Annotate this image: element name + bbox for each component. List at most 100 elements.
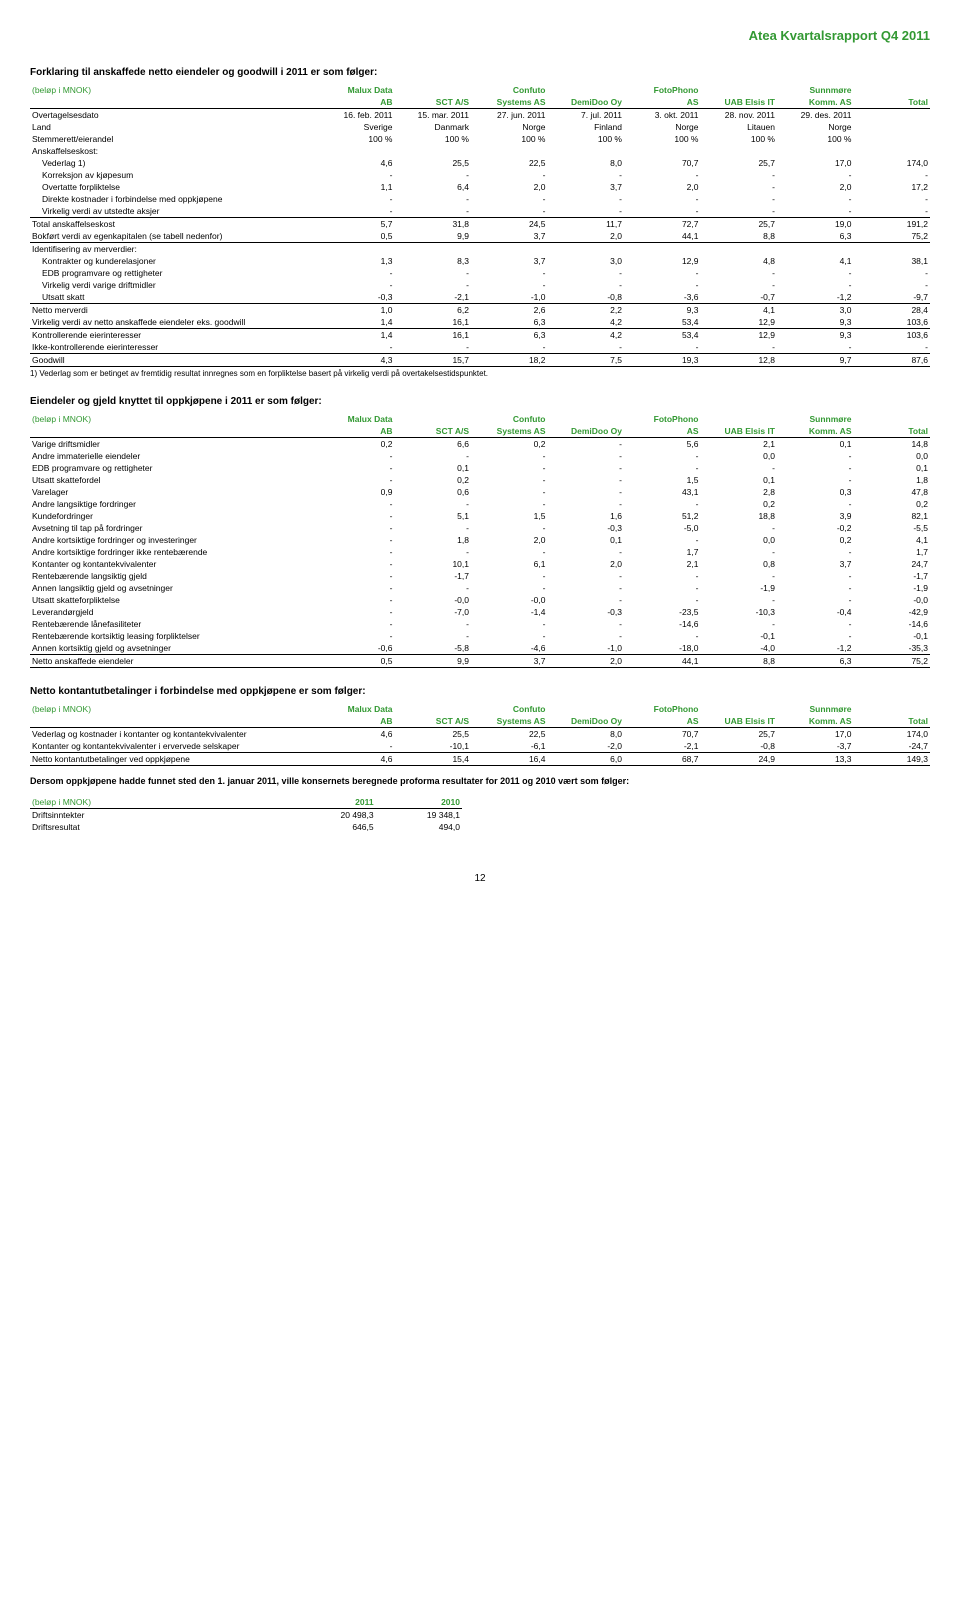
- cell-value: -: [548, 498, 625, 510]
- cell-value: 0,1: [701, 474, 778, 486]
- cell-value: [624, 243, 701, 256]
- cell-value: 103,6: [854, 329, 931, 342]
- cell-value: -0,7: [701, 291, 778, 304]
- table-row: Identifisering av merverdier:: [30, 243, 930, 256]
- column-header: 2011: [289, 796, 375, 809]
- cell-value: -: [777, 618, 854, 630]
- cell-value: -0,0: [854, 594, 931, 606]
- cell-value: 0,3: [777, 486, 854, 498]
- cell-value: -3,7: [777, 740, 854, 753]
- cell-value: -: [624, 205, 701, 218]
- cell-value: -: [777, 341, 854, 354]
- column-subheader: Systems AS: [471, 715, 548, 728]
- table-row: Total anskaffelseskost5,731,824,511,772,…: [30, 218, 930, 231]
- cell-value: 2,0: [777, 181, 854, 193]
- cell-value: 19,0: [777, 218, 854, 231]
- cell-value: -: [548, 618, 625, 630]
- cell-value: 100 %: [471, 133, 548, 145]
- cell-value: -0,8: [701, 740, 778, 753]
- column-header: Sunnmøre: [777, 703, 854, 715]
- cell-value: -: [701, 267, 778, 279]
- cell-value: -0,2: [777, 522, 854, 534]
- cell-value: 9,3: [777, 316, 854, 329]
- cell-value: -0,0: [471, 594, 548, 606]
- row-label: Goodwill: [30, 354, 318, 367]
- cell-value: -: [624, 582, 701, 594]
- column-header: Malux Data: [318, 413, 395, 425]
- cell-value: -2,1: [395, 291, 472, 304]
- cell-value: -2,0: [548, 740, 625, 753]
- cell-value: -: [548, 341, 625, 354]
- row-label: Rentebærende lånefasiliteter: [30, 618, 318, 630]
- cell-value: -: [395, 618, 472, 630]
- table-proforma: (beløp i MNOK)20112010 Driftsinntekter20…: [30, 796, 462, 833]
- row-label: Netto anskaffede eiendeler: [30, 655, 318, 668]
- cell-value: 70,7: [624, 157, 701, 169]
- column-subheader: SCT A/S: [395, 715, 472, 728]
- cell-value: 16,1: [395, 316, 472, 329]
- cell-value: 0,1: [395, 462, 472, 474]
- cell-value: 87,6: [854, 354, 931, 367]
- cell-value: [318, 145, 395, 157]
- cell-value: 1,6: [548, 510, 625, 522]
- cell-value: -: [777, 630, 854, 642]
- cell-value: -: [318, 582, 395, 594]
- cell-value: -: [395, 546, 472, 558]
- cell-value: -: [854, 341, 931, 354]
- report-header: Atea Kvartalsrapport Q4 2011: [30, 28, 930, 43]
- cell-value: 6,3: [471, 316, 548, 329]
- column-header: (beløp i MNOK): [30, 703, 318, 715]
- cell-value: [777, 243, 854, 256]
- table-row: Utsatt skatteforpliktelse--0,0-0,0-----0…: [30, 594, 930, 606]
- table-row: Vederlag 1)4,625,522,58,070,725,717,0174…: [30, 157, 930, 169]
- cell-value: 31,8: [395, 218, 472, 231]
- column-subheader: DemiDoo Oy: [548, 715, 625, 728]
- row-label: Virkelig verdi varige driftmidler: [30, 279, 318, 291]
- table-row: Kontrakter og kunderelasjoner1,38,33,73,…: [30, 255, 930, 267]
- cell-value: -: [471, 205, 548, 218]
- cell-value: 68,7: [624, 753, 701, 766]
- cell-value: -: [395, 267, 472, 279]
- column-subheader: DemiDoo Oy: [548, 425, 625, 438]
- section3-title: Netto kontantutbetalinger i forbindelse …: [30, 686, 930, 697]
- cell-value: 3,7: [471, 255, 548, 267]
- cell-value: 5,7: [318, 218, 395, 231]
- cell-value: 9,7: [777, 354, 854, 367]
- cell-value: 22,5: [471, 728, 548, 741]
- cell-value: 9,3: [777, 329, 854, 342]
- cell-value: 38,1: [854, 255, 931, 267]
- cell-value: -1,0: [548, 642, 625, 655]
- cell-value: 25,7: [701, 157, 778, 169]
- cell-value: -14,6: [624, 618, 701, 630]
- cell-value: 4,3: [318, 354, 395, 367]
- cell-value: -: [395, 582, 472, 594]
- cell-value: [777, 145, 854, 157]
- cell-value: 1,5: [471, 510, 548, 522]
- cell-value: -1,0: [471, 291, 548, 304]
- column-subheader: AB: [318, 425, 395, 438]
- cell-value: 15,4: [395, 753, 472, 766]
- cell-value: -4,6: [471, 642, 548, 655]
- row-label: Ikke-kontrollerende eierinteresser: [30, 341, 318, 354]
- table-row: Netto kontantutbetalinger ved oppkjøpene…: [30, 753, 930, 766]
- row-label: Netto kontantutbetalinger ved oppkjøpene: [30, 753, 318, 766]
- cell-value: -0,0: [395, 594, 472, 606]
- cell-value: 4,1: [777, 255, 854, 267]
- cell-value: 72,7: [624, 218, 701, 231]
- cell-value: 6,6: [395, 438, 472, 451]
- cell-value: -: [471, 618, 548, 630]
- cell-value: -10,3: [701, 606, 778, 618]
- column-header: (beløp i MNOK): [30, 84, 318, 96]
- cell-value: 14,8: [854, 438, 931, 451]
- row-label: Kontanter og kontantekvivalenter: [30, 558, 318, 570]
- row-label: Annen kortsiktig gjeld og avsetninger: [30, 642, 318, 655]
- cell-value: -: [395, 193, 472, 205]
- row-label: Andre kortsiktige fordringer ikke renteb…: [30, 546, 318, 558]
- cell-value: -: [318, 510, 395, 522]
- row-label: Overtagelsesdato: [30, 109, 318, 122]
- cell-value: 0,0: [701, 450, 778, 462]
- cell-value: 100 %: [548, 133, 625, 145]
- cell-value: 44,1: [624, 655, 701, 668]
- cell-value: 51,2: [624, 510, 701, 522]
- cell-value: 0,2: [471, 438, 548, 451]
